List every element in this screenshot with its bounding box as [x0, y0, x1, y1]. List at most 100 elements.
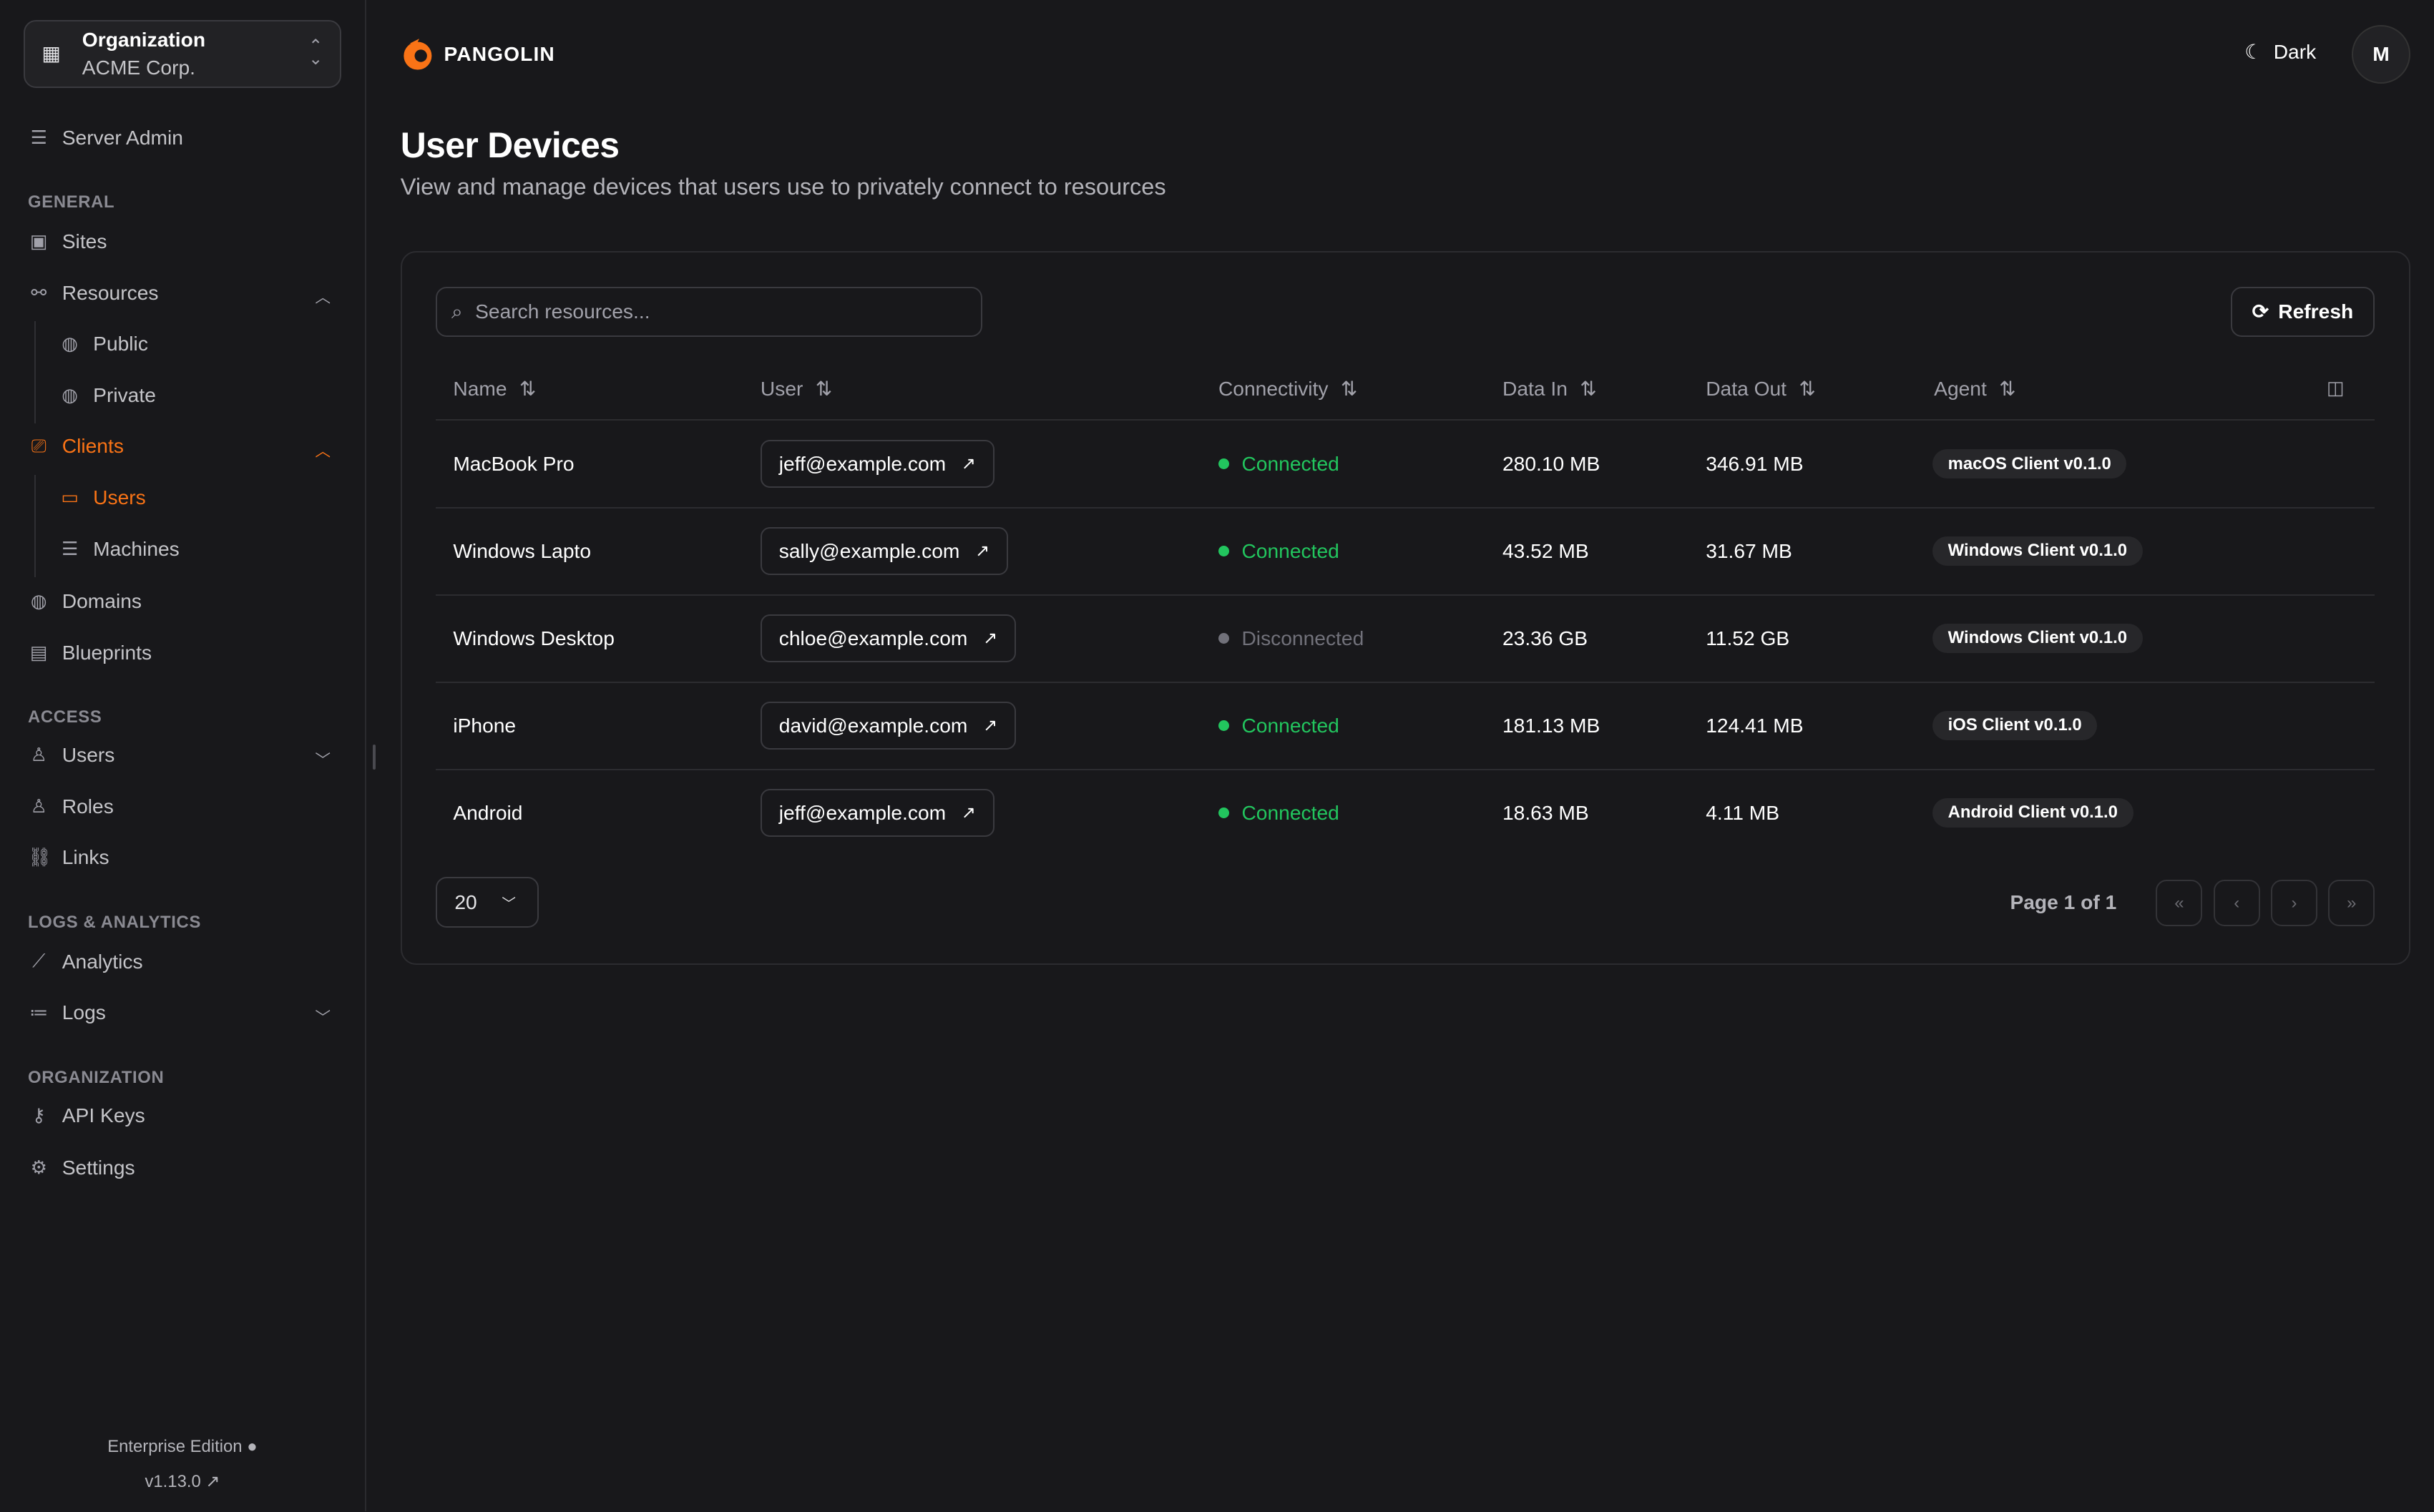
sidebar-item-links[interactable]: ⛓ Links: [28, 845, 109, 869]
chevron-down-icon[interactable]: ﹀: [315, 750, 331, 769]
sidebar-item-access-users[interactable]: ♙ Users: [28, 743, 115, 767]
user-link[interactable]: sally@example.com ↗: [760, 526, 1008, 576]
user-email: jeff@example.com: [778, 452, 947, 476]
label: Links: [62, 845, 109, 869]
key-icon: ⚷: [31, 1104, 46, 1126]
data-in: 18.63 MB: [1502, 800, 1589, 824]
user-link[interactable]: jeff@example.com ↗: [760, 788, 994, 837]
sidebar-item-clients[interactable]: ⎚ Clients: [28, 434, 124, 458]
sidebar-item-users[interactable]: ▭ Users: [59, 486, 145, 509]
agent-badge: Windows Client v0.1.0: [1932, 536, 2143, 566]
column-header-connectivity[interactable]: Connectivity ⇅: [1218, 377, 1358, 401]
column-header-data-out[interactable]: Data Out ⇅: [1706, 377, 1816, 401]
user-link[interactable]: chloe@example.com ↗: [760, 614, 1016, 662]
sort-icon: ⇅: [1340, 377, 1358, 401]
brand-name: PANGOLIN: [444, 42, 555, 66]
moon-icon: ☾: [2244, 40, 2263, 64]
org-switcher[interactable]: ▦ Organization ACME Corp. ⌃ ⌄: [23, 20, 341, 89]
device-name: Windows Lapto: [453, 539, 592, 562]
status-dot-icon: [1218, 458, 1230, 470]
last-page-button[interactable]: »: [2328, 879, 2375, 927]
user-email: david@example.com: [778, 713, 968, 737]
section-organization: ORGANIZATION: [28, 1067, 165, 1087]
sidebar-resize-handle[interactable]: [372, 745, 376, 770]
sidebar-item-settings[interactable]: ⚙ Settings: [28, 1156, 135, 1179]
version-text: v1.13.0: [145, 1471, 201, 1491]
status-text: Connected: [1241, 539, 1339, 562]
file-icon: ▤: [29, 642, 48, 664]
devices-card: ⌕ Search resources... ⟳ Refresh Name ⇅ User…: [400, 251, 2411, 966]
theme-toggle[interactable]: ☾ Dark: [2244, 40, 2316, 64]
device-name: iPhone: [453, 713, 517, 737]
label: Analytics: [62, 949, 143, 973]
column-header-agent[interactable]: Agent ⇅: [1934, 377, 2016, 401]
label: Data In: [1502, 377, 1568, 401]
prev-page-button[interactable]: ‹: [2213, 879, 2260, 927]
column-header-name[interactable]: Name ⇅: [453, 377, 536, 401]
data-out: 346.91 MB: [1706, 452, 1804, 476]
list-icon: ≔: [29, 1001, 49, 1023]
theme-label: Dark: [2273, 40, 2317, 64]
sidebar-item-private[interactable]: ◍ Private: [59, 383, 156, 407]
data-in: 181.13 MB: [1502, 713, 1600, 737]
user-link[interactable]: jeff@example.com ↗: [760, 439, 994, 489]
sidebar-item-blueprints[interactable]: ▤ Blueprints: [28, 641, 152, 664]
table-row: Windows Lapto sally@example.com ↗ Connected…: [436, 508, 2375, 597]
building-icon: ▦: [41, 41, 62, 65]
chevron-down-icon[interactable]: ﹀: [315, 1008, 331, 1026]
device-name: MacBook Pro: [453, 452, 575, 476]
data-out: 4.11 MB: [1706, 800, 1780, 824]
label: Connectivity: [1218, 377, 1329, 401]
label: Domains: [62, 589, 142, 613]
sidebar-item-sites[interactable]: ▣ Sites: [28, 230, 107, 253]
chevron-left-icon: ‹: [2234, 893, 2240, 913]
edition-link[interactable]: Enterprise Edition ●: [0, 1437, 365, 1457]
data-out: 31.67 MB: [1706, 539, 1792, 562]
sidebar-item-logs[interactable]: ≔ Logs: [28, 1001, 106, 1024]
table-row: Windows Desktop chloe@example.com ↗ Disconn…: [436, 595, 2375, 684]
arrow-up-right-icon: ↗: [961, 454, 976, 474]
server-icon: ☰: [61, 537, 79, 559]
sort-icon: ⇅: [815, 377, 833, 401]
agent-badge: Windows Client v0.1.0: [1932, 623, 2143, 653]
brand-logo[interactable]: PANGOLIN: [401, 37, 555, 72]
sidebar-item-domains[interactable]: ◍ Domains: [28, 589, 142, 613]
label: Server Admin: [62, 125, 183, 149]
sidebar-item-analytics[interactable]: ⟋ Analytics: [28, 949, 143, 973]
sidebar: ▦ Organization ACME Corp. ⌃ ⌄ ☰ Server Adm…: [0, 0, 366, 1512]
arrow-up-right-icon: ↗: [983, 628, 998, 648]
first-page-button[interactable]: «: [2156, 879, 2203, 927]
sidebar-item-roles[interactable]: ♙ Roles: [28, 795, 114, 818]
search-input[interactable]: ⌕ Search resources...: [436, 287, 983, 337]
refresh-label: Refresh: [2278, 300, 2354, 323]
sidebar-item-resources[interactable]: ⚯ Resources: [28, 281, 158, 305]
columns-toggle-icon[interactable]: ◫: [2327, 377, 2345, 399]
search-placeholder: Search resources...: [475, 300, 650, 323]
laptop-icon: ▭: [61, 486, 79, 509]
user-link[interactable]: david@example.com ↗: [760, 701, 1016, 750]
section-logs: LOGS & ANALYTICS: [28, 912, 202, 932]
column-header-user[interactable]: User ⇅: [761, 377, 832, 401]
version-link[interactable]: v1.13.0 ↗: [0, 1471, 365, 1492]
chevrons-up-down-icon: ⌃ ⌄: [308, 36, 323, 69]
avatar[interactable]: M: [2351, 24, 2411, 84]
sidebar-item-public[interactable]: ◍ Public: [59, 332, 148, 355]
section-general: GENERAL: [28, 192, 115, 212]
org-name: ACME Corp.: [82, 55, 195, 79]
sidebar-item-api-keys[interactable]: ⚷ API Keys: [28, 1104, 145, 1127]
sidebar-item-server-admin[interactable]: ☰ Server Admin: [28, 126, 183, 149]
label: Logs: [62, 1001, 106, 1024]
sort-icon: ⇅: [1799, 377, 1816, 401]
agent-badge: macOS Client v0.1.0: [1932, 449, 2127, 479]
chevron-up-icon[interactable]: ︿: [315, 288, 331, 307]
next-page-button[interactable]: ›: [2270, 879, 2318, 927]
page-size-select[interactable]: 20 ﹀: [436, 876, 539, 928]
label: Name: [453, 377, 507, 401]
column-header-data-in[interactable]: Data In ⇅: [1502, 377, 1597, 401]
user-email: jeff@example.com: [778, 800, 947, 824]
chevron-up-icon[interactable]: ︿: [315, 441, 331, 460]
refresh-button[interactable]: ⟳ Refresh: [2230, 287, 2375, 337]
label: Settings: [62, 1156, 135, 1179]
sidebar-item-machines[interactable]: ☰ Machines: [59, 537, 180, 561]
user-email: sally@example.com: [778, 539, 960, 562]
